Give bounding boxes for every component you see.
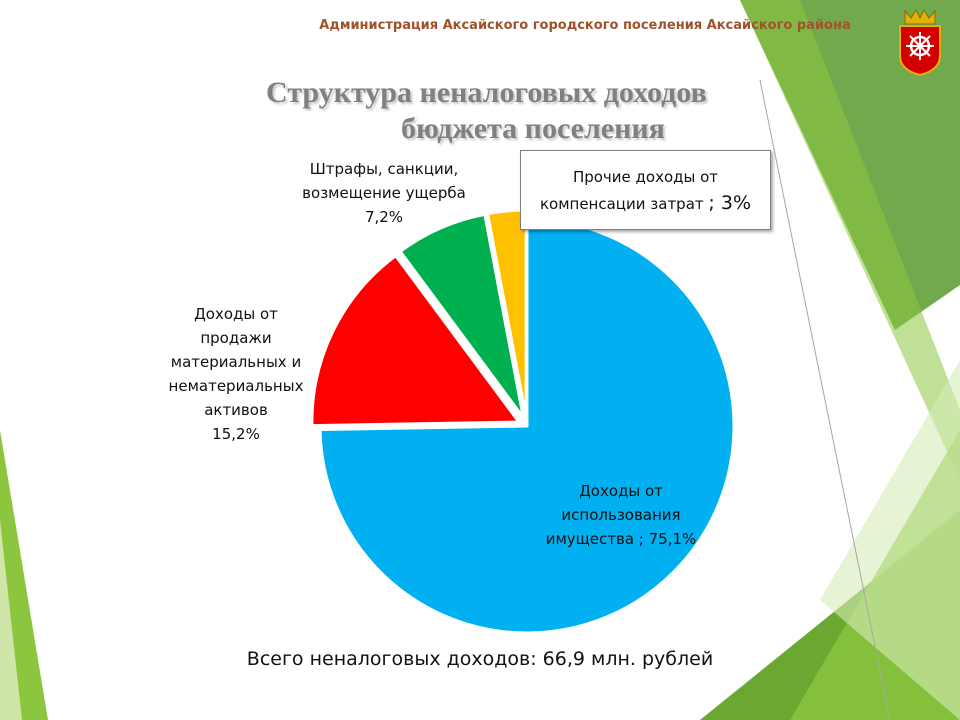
pie-slice-property <box>318 217 736 635</box>
coat-of-arms-icon <box>899 8 941 76</box>
slice-label-asset-sales-line2: продажи <box>200 329 272 347</box>
deco-green-band-light <box>740 0 960 480</box>
slice-label-other-value: ; 3% <box>708 191 752 214</box>
slice-label-asset-sales-line6: 15,2% <box>212 425 260 443</box>
slice-label-other-line1: Прочие доходы от <box>572 167 719 186</box>
slice-label-property-line3: имущества ; 75,1% <box>545 530 697 548</box>
slice-label-property-line1: Доходы от <box>579 482 663 500</box>
organization-header: Администрация Аксайского городского посе… <box>319 18 851 33</box>
slice-label-fines-line2: возмещение ущерба <box>302 184 466 202</box>
slide-title-line1: Структура неналоговых доходов <box>266 76 707 109</box>
slice-label-property: Доходы от использования имущества ; 75,1… <box>521 479 721 551</box>
total-income-text: Всего неналоговых доходов: 66,9 млн. руб… <box>246 648 714 670</box>
deco-line <box>759 79 891 720</box>
slice-label-fines-line1: Штрафы, санкции, <box>309 160 459 178</box>
slice-label-asset-sales-line5: активов <box>204 401 268 419</box>
pie-slice-fines <box>398 212 525 420</box>
slice-label-property-line2: использования <box>561 506 681 524</box>
slice-label-asset-sales-line4: нематериальных <box>168 377 304 395</box>
slice-label-fines-line3: 7,2% <box>364 208 404 226</box>
slice-label-other-line2: компенсации затрат <box>539 194 704 213</box>
slide-title-line2: бюджета поселения <box>401 112 665 145</box>
slice-label-asset-sales: Доходы от продажи материальных и нематер… <box>148 302 324 446</box>
pie-slice-asset-sales <box>310 254 521 428</box>
slice-callout-other: Прочие доходы от компенсации затрат ; 3% <box>520 150 771 230</box>
slice-label-asset-sales-line1: Доходы от <box>194 305 278 323</box>
deco-green-left-pale <box>0 520 22 720</box>
slice-label-asset-sales-line3: материальных и <box>170 353 302 371</box>
deco-pale-triangle <box>820 360 960 720</box>
slice-label-fines: Штрафы, санкции, возмещение ущерба 7,2% <box>278 157 490 229</box>
